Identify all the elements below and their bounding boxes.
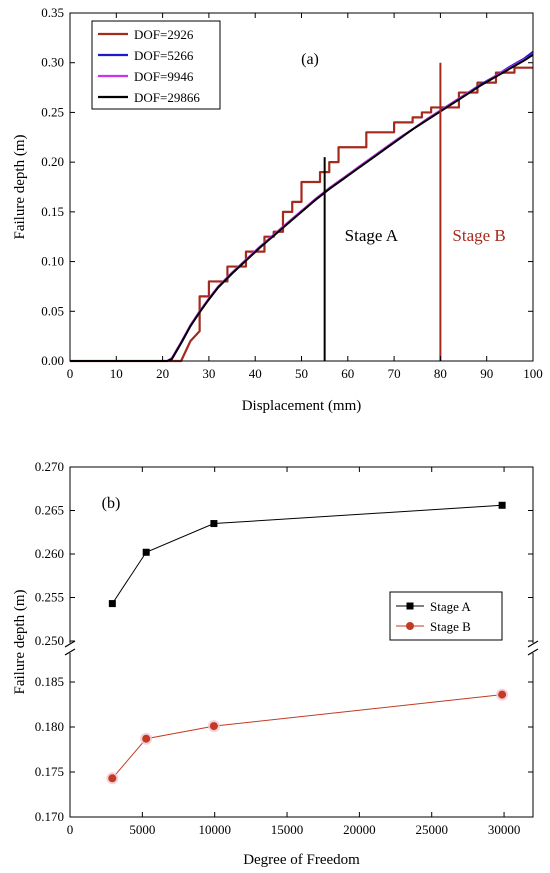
chart-b-y-tick-label: 0.265 bbox=[35, 503, 64, 518]
chart-a-panel-label: (a) bbox=[301, 51, 319, 68]
chart-a-y-tick-label: 0.00 bbox=[41, 353, 64, 368]
chart-a-x-tick-label: 40 bbox=[249, 366, 262, 381]
chart-b-legend: Stage A Stage B bbox=[389, 591, 503, 641]
chart-b-axis-break-mark bbox=[64, 648, 76, 656]
chart-a-stage-marker-label: Stage B bbox=[452, 226, 505, 245]
chart-a-y-tick-label: 0.20 bbox=[41, 154, 64, 169]
chart-b-legend-swatch-marker bbox=[406, 622, 414, 630]
chart-a-legend: DOF=2926 DOF=5266 DOF=9946 DOF=29866 bbox=[91, 20, 221, 110]
chart-a-x-axis-label: Displacement (mm) bbox=[242, 398, 362, 414]
chart-b-axis-break-gap bbox=[529, 643, 537, 653]
chart-b-y-tick-label: 0.170 bbox=[35, 809, 64, 824]
chart-b-series-line bbox=[111, 504, 503, 604]
chart-a-y-tick-label: 0.35 bbox=[41, 5, 64, 20]
chart-b-series-layer bbox=[106, 501, 509, 785]
chart-a-stage-marker-label: Stage A bbox=[345, 226, 399, 245]
chart-b-axis-ticks: 0 5000 10000 15000 20000 25000 30000 0.250 0.255… bbox=[35, 459, 533, 837]
chart-b-y-tick-label: 0.180 bbox=[35, 719, 64, 734]
chart-b-y-tick-label: 0.185 bbox=[35, 674, 64, 689]
chart-a-x-tick-label: 90 bbox=[480, 366, 493, 381]
chart-b-axis-break-mark bbox=[527, 640, 539, 648]
chart-b-legend-swatch-marker bbox=[406, 602, 414, 610]
chart-a-stage-markers: Stage A Stage B bbox=[323, 62, 506, 361]
chart-b-axis-break-gap bbox=[66, 643, 74, 653]
chart-b-series-line bbox=[111, 694, 503, 779]
chart-b-data-point bbox=[498, 690, 507, 699]
chart-a-y-tick-label: 0.30 bbox=[41, 55, 64, 70]
chart-b-legend-label: Stage B bbox=[430, 619, 471, 634]
chart-b-data-point bbox=[498, 501, 506, 509]
chart-b-x-tick-label: 15000 bbox=[271, 822, 304, 837]
chart-a-y-tick-label: 0.15 bbox=[41, 204, 64, 219]
chart-b-y-tick-label: 0.175 bbox=[35, 764, 64, 779]
chart-b-y-tick-label: 0.260 bbox=[35, 546, 64, 561]
chart-b-y-tick-label: 0.270 bbox=[35, 459, 64, 474]
chart-a: Stage A Stage B 0 10 20 30 40 50 60 70 80 90 100 0.0… bbox=[12, 5, 543, 414]
chart-b-y-axis-label: Failure depth (m) bbox=[12, 590, 28, 695]
chart-a-axis-ticks: 0 10 20 30 40 50 60 70 80 90 100 0.00 0.05 0.10 0.15 0.… bbox=[41, 5, 543, 381]
chart-a-x-tick-label: 10 bbox=[110, 366, 123, 381]
chart-a-x-tick-label: 50 bbox=[295, 366, 308, 381]
chart-a-x-tick-label: 100 bbox=[523, 366, 543, 381]
chart-a-x-tick-label: 20 bbox=[156, 366, 169, 381]
chart-a-series-line bbox=[70, 66, 533, 363]
chart-b-data-point bbox=[142, 734, 151, 743]
chart-b-axis-break-mark bbox=[64, 640, 76, 648]
chart-a-y-tick-label: 0.05 bbox=[41, 303, 64, 318]
chart-b-panel-label: (b) bbox=[102, 495, 121, 512]
chart-b-x-axis-label: Degree of Freedom bbox=[243, 852, 360, 868]
chart-b-y-tick-label: 0.255 bbox=[35, 590, 64, 605]
chart-b-x-tick-label: 30000 bbox=[488, 822, 521, 837]
chart-a-x-tick-label: 30 bbox=[202, 366, 215, 381]
chart-b-legend-box bbox=[389, 591, 503, 641]
chart-a-series-line bbox=[70, 53, 534, 362]
chart-a-series-layer bbox=[70, 50, 534, 363]
chart-b-axis-break-mark bbox=[527, 648, 539, 656]
chart-b: 0 5000 10000 15000 20000 25000 30000 0.250 0.255… bbox=[12, 459, 539, 868]
chart-a-legend-box bbox=[91, 20, 221, 110]
chart-b-x-tick-label: 0 bbox=[67, 822, 74, 837]
chart-b-x-tick-label: 20000 bbox=[343, 822, 376, 837]
chart-a-legend-label: DOF=29866 bbox=[134, 90, 200, 105]
chart-a-x-tick-label: 0 bbox=[67, 366, 74, 381]
chart-b-legend-label: Stage A bbox=[430, 599, 471, 614]
chart-b-plot-frame bbox=[69, 466, 534, 818]
chart-a-x-tick-label: 80 bbox=[434, 366, 447, 381]
chart-a-legend-label: DOF=2926 bbox=[134, 27, 194, 42]
chart-a-y-tick-label: 0.10 bbox=[41, 254, 64, 269]
chart-b-y-tick-label: 0.250 bbox=[35, 633, 64, 648]
chart-a-y-tick-label: 0.25 bbox=[41, 104, 64, 119]
chart-a-y-axis-label: Failure depth (m) bbox=[12, 135, 28, 240]
chart-b-data-point bbox=[210, 520, 218, 528]
chart-b-x-tick-label: 5000 bbox=[129, 822, 155, 837]
chart-a-x-tick-label: 70 bbox=[388, 366, 401, 381]
chart-b-data-point bbox=[142, 548, 150, 556]
chart-b-x-tick-label: 25000 bbox=[415, 822, 448, 837]
chart-a-x-tick-label: 60 bbox=[341, 366, 354, 381]
chart-b-axis-break bbox=[64, 640, 539, 656]
chart-a-legend-label: DOF=9946 bbox=[134, 69, 194, 84]
chart-b-x-tick-label: 10000 bbox=[198, 822, 231, 837]
chart-b-data-point bbox=[209, 722, 218, 731]
chart-a-legend-label: DOF=5266 bbox=[134, 48, 194, 63]
chart-b-data-point bbox=[108, 600, 116, 608]
chart-b-data-point bbox=[108, 774, 117, 783]
